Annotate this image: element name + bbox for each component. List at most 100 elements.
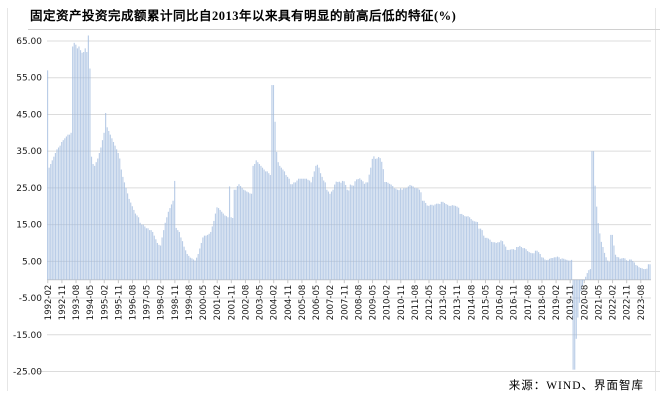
bar: [172, 200, 174, 280]
bar: [291, 184, 293, 280]
bar: [261, 167, 264, 280]
bar: [356, 179, 358, 280]
bar: [108, 130, 110, 280]
bar: [141, 224, 143, 280]
x-tick-label: 1995-11: [114, 285, 124, 321]
bar: [374, 158, 377, 280]
bar: [153, 235, 155, 280]
bar: [192, 259, 195, 280]
bar: [599, 233, 601, 280]
bar: [90, 156, 93, 280]
bar: [185, 250, 187, 280]
bar: [434, 204, 436, 280]
bar: [556, 256, 559, 280]
bar: [266, 171, 268, 280]
bar: [56, 149, 58, 280]
bar: [473, 221, 475, 280]
bar: [127, 193, 129, 280]
bar: [279, 165, 281, 280]
bar: [418, 189, 420, 280]
bar: [450, 205, 452, 280]
chart-title: 固定资产投资完成额累计同比自2013年以来具有明显的前高后低的特征(%): [30, 9, 457, 23]
bar: [319, 173, 322, 280]
bar: [128, 198, 130, 280]
bar: [649, 264, 651, 280]
frame-line-left: [7, 8, 8, 391]
bar: [233, 189, 235, 280]
bar: [453, 205, 455, 280]
bar: [260, 165, 262, 280]
bar: [152, 231, 154, 280]
x-tick-label: 2001-11: [227, 285, 237, 321]
x-tick-label: 2017-08: [524, 285, 534, 321]
bar: [95, 162, 97, 280]
bar: [549, 258, 551, 280]
x-tick-label: 2014-08: [467, 285, 477, 321]
bar: [285, 175, 287, 280]
bar: [432, 205, 435, 280]
bar: [216, 207, 218, 280]
bar: [621, 258, 623, 280]
bar: [304, 178, 306, 280]
x-tick-label: 1992-11: [58, 285, 68, 321]
y-axis-labels: 65.00 55.00 45.00 35.00 25.00 15.00 5.00 -5.00 -…: [13, 37, 42, 378]
bar: [213, 220, 215, 280]
bar: [478, 228, 480, 280]
y-tick-label: -15.00: [13, 331, 42, 341]
bar: [421, 200, 424, 280]
bar: [396, 189, 399, 280]
bar: [156, 242, 158, 280]
bar: [417, 188, 419, 280]
y-tick-label: 45.00: [16, 110, 42, 120]
bar: [318, 167, 320, 280]
bar: [120, 169, 122, 280]
bar: [481, 230, 483, 280]
bar: [368, 174, 370, 280]
bar: [439, 204, 441, 280]
bar: [575, 279, 577, 339]
bar: [401, 189, 403, 280]
bar: [100, 147, 102, 280]
bar: [523, 248, 526, 280]
bar: [235, 189, 237, 280]
bar: [283, 171, 286, 280]
bar: [619, 258, 621, 280]
bar: [533, 253, 535, 280]
bar: [390, 184, 392, 280]
bar: [343, 181, 345, 280]
bar: [389, 183, 391, 280]
bar: [144, 226, 146, 280]
bar: [341, 180, 344, 280]
bar: [528, 252, 530, 280]
x-tick-label: 2011-08: [411, 285, 421, 321]
bar: [109, 134, 111, 280]
bar: [196, 257, 198, 280]
bar: [520, 247, 522, 280]
bar: [640, 267, 642, 280]
bar: [404, 188, 406, 280]
bar: [51, 160, 53, 280]
bar: [337, 182, 339, 280]
bar: [178, 231, 180, 280]
bar: [561, 258, 563, 280]
frame-line-right: [655, 8, 656, 391]
bar: [558, 257, 560, 280]
bar: [241, 187, 243, 280]
bar: [469, 217, 471, 280]
bars: [47, 35, 651, 370]
bar: [224, 215, 226, 280]
bar: [67, 134, 69, 280]
bar: [70, 132, 72, 280]
bar: [509, 249, 511, 280]
bar: [134, 213, 137, 280]
bar: [299, 178, 301, 280]
bar: [301, 178, 303, 280]
bar: [97, 158, 99, 280]
x-tick-label: 2020-08: [580, 285, 590, 321]
bar: [265, 171, 267, 280]
bar: [230, 217, 232, 280]
bar: [497, 242, 499, 280]
bar: [296, 180, 298, 280]
bar: [614, 254, 617, 280]
